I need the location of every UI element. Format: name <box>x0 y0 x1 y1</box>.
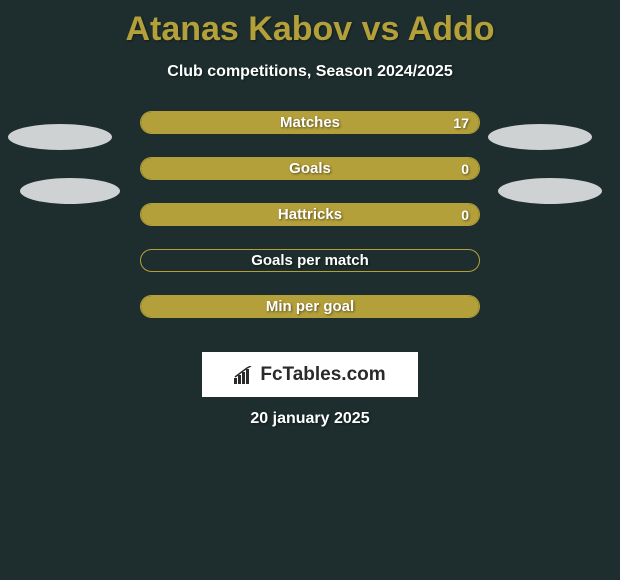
decoration-ellipse <box>8 124 112 150</box>
stat-bar: Goals per match <box>140 249 480 272</box>
logo-label: FcTables.com <box>260 364 385 386</box>
page-subtitle: Club competitions, Season 2024/2025 <box>0 63 620 81</box>
stat-bar-value: 17 <box>453 112 469 133</box>
stat-bar-label: Min per goal <box>141 296 479 317</box>
stat-bar-value: 0 <box>461 204 469 225</box>
stat-bar: Hattricks0 <box>140 203 480 226</box>
decoration-ellipse <box>498 178 602 204</box>
decoration-ellipse <box>20 178 120 204</box>
page-title: Atanas Kabov vs Addo <box>0 0 620 49</box>
stat-bar: Matches17 <box>140 111 480 134</box>
logo-box[interactable]: FcTables.com <box>202 352 418 397</box>
date-text: 20 january 2025 <box>0 410 620 428</box>
decoration-ellipse <box>488 124 592 150</box>
stat-bar: Min per goal <box>140 295 480 318</box>
stat-bar-label: Goals per match <box>141 250 479 271</box>
stat-bar-label: Matches <box>141 112 479 133</box>
stat-bar-label: Goals <box>141 158 479 179</box>
stat-bar: Goals0 <box>140 157 480 180</box>
chart-bars-icon <box>234 366 256 384</box>
stat-bar-label: Hattricks <box>141 204 479 225</box>
stat-bar-value: 0 <box>461 158 469 179</box>
logo-text: FcTables.com <box>234 364 385 386</box>
